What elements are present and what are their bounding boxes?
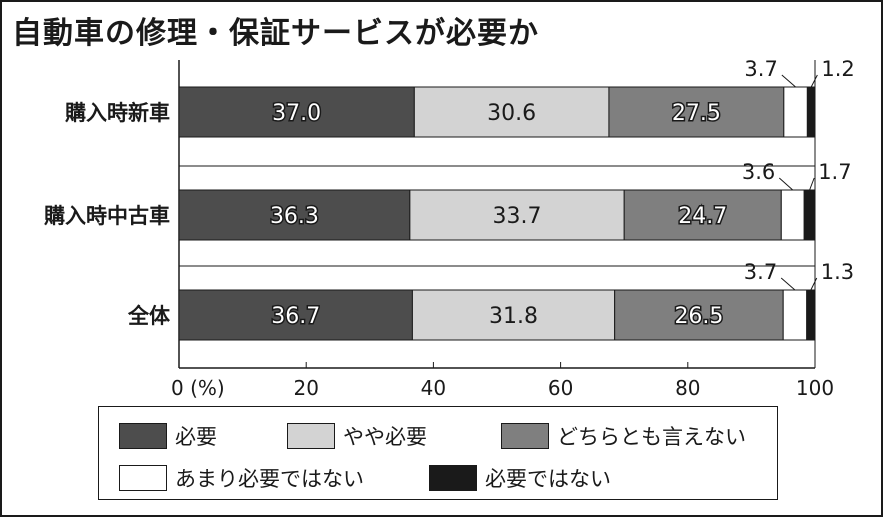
bar-segment [803,189,816,241]
chart-title: 自動車の修理・保証サービスが必要か [12,16,539,51]
data-label: 26.5 [674,304,723,329]
legend: 必要 やや必要 どちらとも言えないあまり必要ではない 必要ではない [98,406,778,500]
bar-segment [783,86,808,138]
data-label: 3.7 [744,260,777,284]
data-label: 30.6 [487,101,536,126]
x-tick-label: 60 [548,376,573,400]
x-tick-label: 40 [421,376,446,400]
data-label: 24.7 [678,204,727,229]
data-label: 3.7 [744,57,777,81]
data-label: 3.6 [742,160,775,184]
bar-segment [782,289,808,341]
category-label: 全体 [127,304,171,328]
bar-segment [806,86,816,138]
legend-swatch [287,423,335,449]
legend-item: やや必要 [287,421,427,451]
callout-line [809,177,815,191]
callout-line [810,74,818,88]
legend-swatch [501,423,549,449]
data-label: 33.7 [493,204,542,229]
bar-segment [178,189,411,241]
bar-segment [178,289,413,341]
data-label: 36.7 [271,304,320,329]
bar-segment [780,189,805,241]
category-label: 購入時新車 [64,101,170,125]
data-label: 1.3 [821,260,854,284]
bar-segment [623,189,782,241]
legend-swatch [119,423,167,449]
legend-label: 必要ではない [485,467,611,491]
bar-segment [608,86,785,138]
legend-label: どちらとも言えない [557,425,746,449]
legend-item: どちらとも言えない [501,421,746,451]
legend-item: 必要 [119,421,217,451]
bar-segment [409,189,625,241]
bar-segment [411,289,616,341]
callout-line [810,277,818,291]
x-tick-label: 80 [675,376,700,400]
legend-label: 必要 [175,425,217,449]
legend-label: やや必要 [343,425,427,449]
x-tick-label: 20 [293,376,318,400]
callout-line [778,177,794,191]
data-label: 1.2 [821,57,854,81]
legend-swatch [429,465,477,491]
data-label: 27.5 [672,101,721,126]
category-label: 購入時中古車 [43,204,170,228]
x-tick-label: 100 [796,376,834,400]
bar-segment [806,289,816,341]
legend-item: あまり必要ではない [119,463,364,493]
data-label: 36.3 [270,204,319,229]
legend-label: あまり必要ではない [175,467,364,491]
data-label: 31.8 [489,304,538,329]
data-label: 37.0 [272,101,321,126]
data-label: 1.7 [818,160,851,184]
legend-swatch [119,465,167,491]
legend-item: 必要ではない [429,463,611,493]
callout-line [780,277,796,291]
callout-line [781,74,796,88]
x-tick-label: 0 (%) [171,376,225,400]
